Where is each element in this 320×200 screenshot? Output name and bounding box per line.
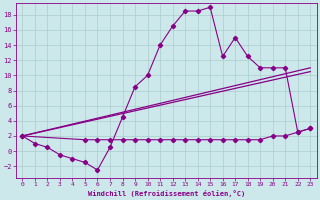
X-axis label: Windchill (Refroidissement éolien,°C): Windchill (Refroidissement éolien,°C) (88, 190, 245, 197)
